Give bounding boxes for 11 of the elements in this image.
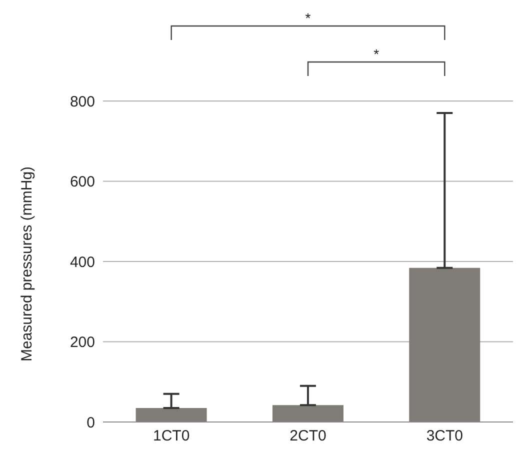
bar	[136, 408, 207, 422]
x-tick-label: 3CT0	[426, 428, 464, 445]
y-tick-label: 200	[70, 334, 95, 352]
bar	[409, 268, 480, 422]
y-axis-title: Measured pressures (mmHg)	[18, 166, 36, 362]
bar	[272, 405, 344, 422]
x-tick-label: 2CT0	[290, 428, 326, 445]
y-tick-label: 0	[86, 414, 95, 432]
y-tick-label: 400	[70, 254, 95, 271]
y-tick-label: 600	[70, 174, 95, 191]
x-tick-label: 1CT0	[152, 428, 190, 445]
